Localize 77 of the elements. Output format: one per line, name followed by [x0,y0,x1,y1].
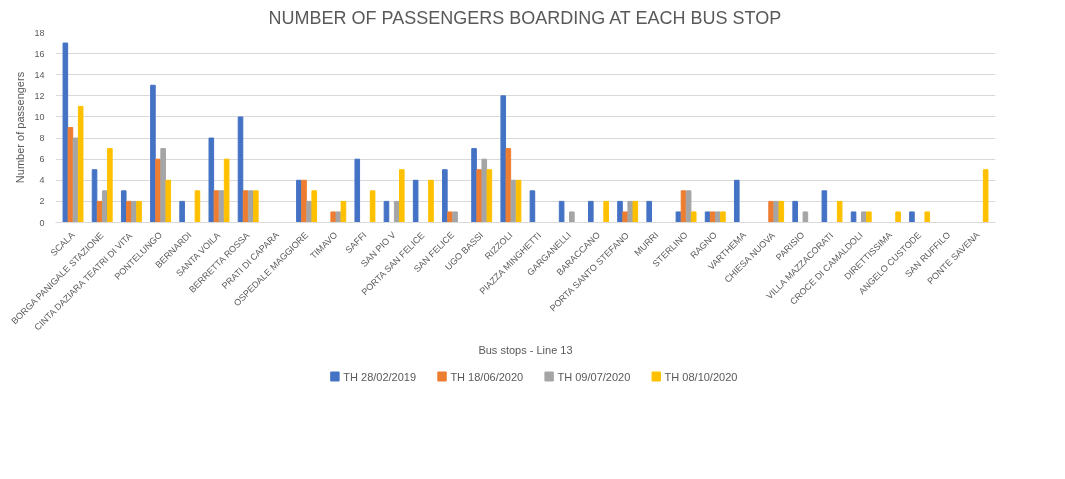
chart-title: NUMBER OF PASSENGERS BOARDING AT EACH BUS STOP [268,7,782,28]
bar [354,158,361,223]
bar [505,148,512,223]
bar [821,190,828,223]
bar [924,211,931,223]
bar [223,158,230,223]
bar [569,211,575,223]
bar [301,179,307,223]
bar [150,84,156,223]
bar [399,169,405,223]
bar [340,200,347,223]
bar [442,169,448,223]
bar [895,211,901,223]
bar [412,179,419,223]
bar [120,190,127,223]
bar [588,200,594,223]
bar [558,200,565,223]
bar [850,211,857,223]
bar [529,190,536,223]
y-axis-title: Number of passengers [14,71,27,184]
bar [792,200,798,223]
y-tick-label: 6 [39,154,45,165]
bar [471,148,477,223]
bar [860,211,867,223]
bar [107,148,113,223]
y-tick-label: 12 [34,90,45,101]
x-axis-title: Bus stops - Line 13 [478,344,573,357]
bar [866,211,872,223]
bar [179,200,185,223]
bar [715,211,721,223]
bar [632,200,639,223]
bar [194,190,201,223]
bar [646,200,652,223]
bar [909,211,915,223]
bar [709,211,716,223]
bar [778,200,785,223]
bar [136,200,142,223]
legend-label: TH 28/02/2019 [343,370,417,383]
y-tick-label: 4 [39,175,45,186]
y-tick-label: 8 [39,133,45,144]
legend-label: TH 08/10/2020 [664,370,738,383]
bar [704,211,711,223]
bar [208,137,215,223]
y-tick-label: 2 [39,196,45,207]
bar [690,211,697,223]
bar [428,179,434,223]
bar [77,105,84,223]
legend-label: TH 18/06/2020 [450,370,524,383]
bar [160,148,166,223]
bar [802,211,809,223]
bar [481,158,488,223]
bar [836,200,843,223]
bar [982,169,989,223]
bar [447,211,453,223]
bar [675,211,682,223]
bar [500,95,507,223]
y-tick-label: 18 [34,27,45,38]
bar [452,211,458,223]
bar [603,200,609,223]
bar [311,190,318,223]
y-tick-label: 14 [34,69,45,80]
bar [515,179,522,223]
bar [369,190,376,223]
bar [733,179,740,223]
legend-label: TH 09/07/2020 [557,370,631,383]
bar [213,190,220,223]
y-tick-label: 0 [39,217,45,228]
bar [165,179,172,223]
bar [330,211,336,223]
bar [720,211,726,223]
y-tick-label: 10 [34,111,45,122]
bar [617,200,623,223]
y-tick-label: 16 [34,48,45,59]
bar [62,42,69,223]
bar [253,190,259,223]
bar [685,190,692,223]
bar [486,169,493,223]
